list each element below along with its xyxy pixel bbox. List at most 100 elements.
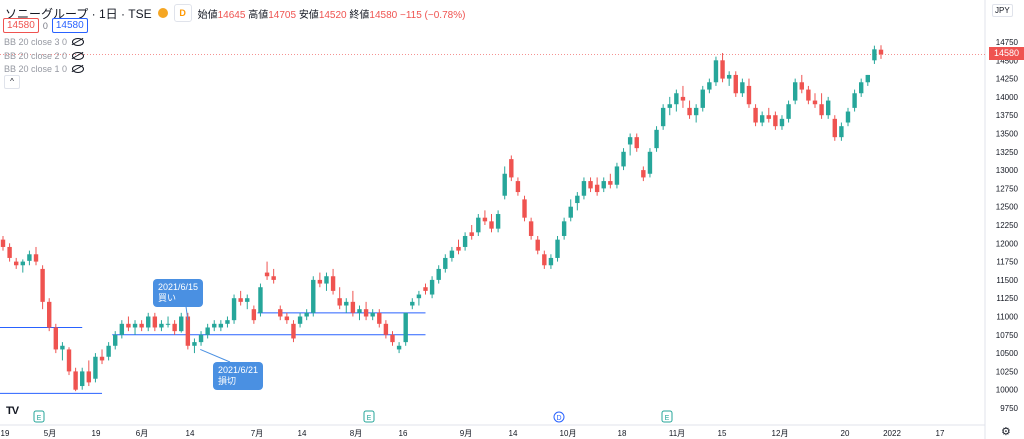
earnings-event-marker [363, 410, 375, 423]
candle-body [489, 221, 494, 229]
candle-body [377, 312, 382, 324]
candle-body [575, 195, 580, 204]
gear-icon[interactable]: ⚙ [1001, 426, 1011, 438]
candle-body [667, 104, 672, 108]
candle-body [93, 356, 98, 379]
price-tick-label: 10750 [996, 331, 1019, 340]
candle-body [14, 261, 19, 266]
candle-body [713, 60, 719, 83]
candle-body [806, 89, 811, 101]
candle-body [680, 96, 686, 101]
price-tick-label: 10250 [996, 367, 1019, 376]
candle-body [86, 371, 92, 383]
candle-body [792, 82, 798, 101]
candle-body [707, 82, 712, 90]
currency-button[interactable]: JPY [992, 4, 1013, 17]
hidden-eye-icon[interactable] [72, 38, 85, 46]
callout-pointer [200, 348, 231, 363]
candle-body [812, 100, 818, 105]
indicator-label: BB 20 close 3 0 [4, 37, 68, 47]
candle-body [357, 309, 362, 313]
time-tick-label: 14 [186, 429, 195, 438]
price-tick-label: 13750 [996, 111, 1019, 120]
dividend-event-marker [553, 411, 565, 423]
candle-body [449, 250, 455, 258]
candle-body [264, 272, 270, 277]
hidden-eye-icon[interactable] [72, 65, 85, 73]
candle-body [40, 268, 45, 302]
sell-button[interactable]: 14580 [3, 18, 39, 33]
candle-body [185, 316, 191, 346]
candle-body [726, 74, 732, 79]
price-tick-label: 14250 [996, 75, 1019, 84]
candle-body [581, 181, 587, 196]
time-tick-label: 17 [936, 429, 945, 438]
candle-body [172, 323, 177, 332]
candle-body [337, 298, 342, 306]
candle-body [456, 246, 461, 251]
candle-body [238, 298, 243, 302]
candle-body [363, 309, 369, 317]
candle-body [0, 239, 6, 247]
candle-body [674, 93, 679, 105]
open-value: 14645 [217, 9, 246, 21]
candle-body [660, 107, 666, 127]
dividend-icon[interactable]: D [173, 4, 192, 22]
indicator-row[interactable]: BB 20 close 1 0 [4, 64, 85, 74]
candle-body [179, 316, 184, 332]
price-tick-label: 14500 [996, 56, 1019, 65]
indicator-row[interactable]: BB 20 close 3 0 [4, 37, 85, 47]
candle-body [73, 371, 78, 390]
candle-body [198, 334, 204, 343]
candle-body [165, 323, 171, 325]
candle-body [317, 279, 323, 284]
candle-body [139, 323, 144, 328]
stop-loss-callout[interactable]: 2021/6/21 損切 [213, 362, 264, 390]
candle-body [693, 107, 699, 116]
candle-body [502, 173, 507, 196]
candle-body [47, 301, 52, 328]
candle-body [462, 235, 468, 247]
candle-body [60, 345, 65, 350]
candle-body [390, 334, 395, 343]
buy-callout[interactable]: 2021/6/15 買い [153, 279, 204, 307]
price-tick-label: 13250 [996, 148, 1019, 157]
trade-buttons: 14580 0 14580 [3, 18, 88, 33]
event-marker-label: D [556, 415, 561, 422]
candle-body [561, 221, 567, 236]
candle-body [251, 309, 257, 321]
candle-body [495, 214, 501, 229]
candle-body [753, 107, 758, 123]
candle-body [825, 100, 831, 116]
buy-button[interactable]: 14580 [51, 18, 88, 33]
candle-body [218, 323, 224, 328]
candle-body [245, 298, 250, 302]
candle-body [476, 217, 481, 233]
candle-body [278, 309, 283, 317]
candle-body [555, 239, 560, 258]
time-tick-label: 12月 [772, 429, 789, 438]
market-status-icon [157, 8, 168, 18]
open-label: 始値 [197, 9, 218, 21]
price-tick-label: 11500 [996, 276, 1018, 285]
candle-body [469, 232, 474, 236]
candle-body [99, 356, 105, 361]
candle-body [7, 246, 12, 258]
candle-body [845, 111, 851, 123]
tradingview-logo[interactable]: TV [6, 405, 19, 417]
time-tick-label: 16 [399, 429, 408, 438]
collapse-legend-button[interactable]: ^ [4, 75, 20, 89]
candle-body [634, 137, 639, 149]
candle-body [614, 166, 620, 185]
hidden-eye-icon[interactable] [72, 52, 85, 60]
candle-body [746, 85, 752, 105]
candle-body [304, 312, 309, 317]
candle-body [627, 137, 633, 145]
indicator-row[interactable]: BB 20 close 2 0 [4, 51, 85, 61]
candle-body [482, 217, 488, 222]
candle-body [403, 312, 408, 343]
low-label: 安値 [298, 9, 319, 21]
candle-body [423, 287, 428, 291]
candle-body [878, 49, 884, 55]
